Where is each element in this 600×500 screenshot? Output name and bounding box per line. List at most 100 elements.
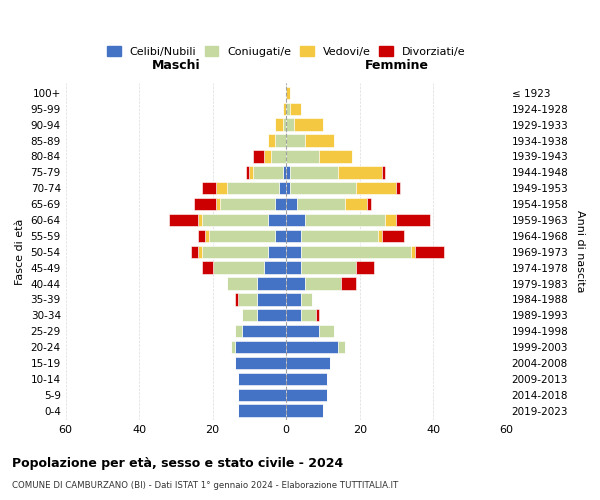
Bar xyxy=(191,246,198,258)
Bar xyxy=(286,134,305,146)
Bar xyxy=(341,278,356,289)
Bar xyxy=(286,341,338,353)
Bar xyxy=(286,388,326,401)
Bar xyxy=(235,325,242,338)
Bar xyxy=(271,150,286,162)
Bar xyxy=(283,102,286,115)
Bar xyxy=(246,166,250,178)
Bar xyxy=(253,166,283,178)
Bar xyxy=(205,230,209,242)
Bar xyxy=(253,150,264,162)
Bar xyxy=(202,246,268,258)
Bar xyxy=(231,341,235,353)
Bar xyxy=(250,166,253,178)
Bar xyxy=(238,293,257,306)
Bar xyxy=(275,230,286,242)
Bar xyxy=(286,182,290,194)
Bar xyxy=(385,214,397,226)
Bar xyxy=(212,262,264,274)
Bar xyxy=(286,118,293,131)
Bar xyxy=(286,102,290,115)
Bar xyxy=(286,293,301,306)
Bar xyxy=(338,341,345,353)
Bar xyxy=(209,230,275,242)
Bar xyxy=(301,246,411,258)
Bar xyxy=(378,230,382,242)
Bar xyxy=(415,246,444,258)
Bar xyxy=(382,166,385,178)
Bar xyxy=(338,166,382,178)
Bar xyxy=(286,150,319,162)
Bar xyxy=(286,86,290,99)
Bar xyxy=(286,357,331,369)
Bar xyxy=(235,293,238,306)
Bar xyxy=(283,166,286,178)
Bar xyxy=(290,182,356,194)
Text: COMUNE DI CAMBURZANO (BI) - Dati ISTAT 1° gennaio 2024 - Elaborazione TUTTITALIA: COMUNE DI CAMBURZANO (BI) - Dati ISTAT 1… xyxy=(12,480,398,490)
Text: Femmine: Femmine xyxy=(364,59,428,72)
Bar xyxy=(264,150,271,162)
Text: Maschi: Maschi xyxy=(152,59,200,72)
Bar xyxy=(301,309,316,322)
Bar xyxy=(290,166,338,178)
Bar xyxy=(279,182,286,194)
Bar xyxy=(202,262,212,274)
Bar xyxy=(275,118,283,131)
Bar xyxy=(242,325,286,338)
Bar xyxy=(198,214,202,226)
Bar xyxy=(198,230,205,242)
Bar xyxy=(356,262,374,274)
Bar xyxy=(305,214,385,226)
Bar xyxy=(194,198,217,210)
Bar xyxy=(397,214,430,226)
Bar xyxy=(301,262,356,274)
Bar xyxy=(356,182,397,194)
Bar xyxy=(411,246,415,258)
Bar xyxy=(305,134,334,146)
Bar xyxy=(286,325,319,338)
Y-axis label: Anni di nascita: Anni di nascita xyxy=(575,210,585,293)
Bar xyxy=(268,246,286,258)
Bar xyxy=(242,309,257,322)
Bar xyxy=(268,134,275,146)
Bar xyxy=(264,262,286,274)
Bar xyxy=(367,198,371,210)
Bar xyxy=(202,182,217,194)
Bar xyxy=(382,230,404,242)
Bar xyxy=(301,293,312,306)
Bar xyxy=(238,372,286,385)
Bar xyxy=(227,278,257,289)
Bar xyxy=(290,102,301,115)
Bar xyxy=(235,341,286,353)
Bar xyxy=(297,198,345,210)
Bar xyxy=(257,309,286,322)
Bar xyxy=(305,278,341,289)
Bar xyxy=(319,325,334,338)
Bar xyxy=(316,309,319,322)
Bar xyxy=(217,182,227,194)
Bar xyxy=(286,246,301,258)
Bar xyxy=(227,182,279,194)
Bar xyxy=(301,230,378,242)
Bar xyxy=(257,278,286,289)
Bar xyxy=(319,150,352,162)
Bar xyxy=(286,309,301,322)
Bar xyxy=(286,262,301,274)
Bar xyxy=(238,404,286,417)
Bar xyxy=(217,198,220,210)
Bar xyxy=(345,198,367,210)
Bar xyxy=(286,404,323,417)
Bar xyxy=(293,118,323,131)
Text: Popolazione per età, sesso e stato civile - 2024: Popolazione per età, sesso e stato civil… xyxy=(12,458,343,470)
Bar xyxy=(169,214,198,226)
Bar xyxy=(235,357,286,369)
Bar xyxy=(268,214,286,226)
Legend: Celibi/Nubili, Coniugati/e, Vedovi/e, Divorziati/e: Celibi/Nubili, Coniugati/e, Vedovi/e, Di… xyxy=(103,42,469,62)
Bar xyxy=(283,118,286,131)
Bar xyxy=(220,198,275,210)
Bar xyxy=(238,388,286,401)
Bar xyxy=(257,293,286,306)
Bar xyxy=(286,214,305,226)
Y-axis label: Fasce di età: Fasce di età xyxy=(15,218,25,285)
Bar xyxy=(286,166,290,178)
